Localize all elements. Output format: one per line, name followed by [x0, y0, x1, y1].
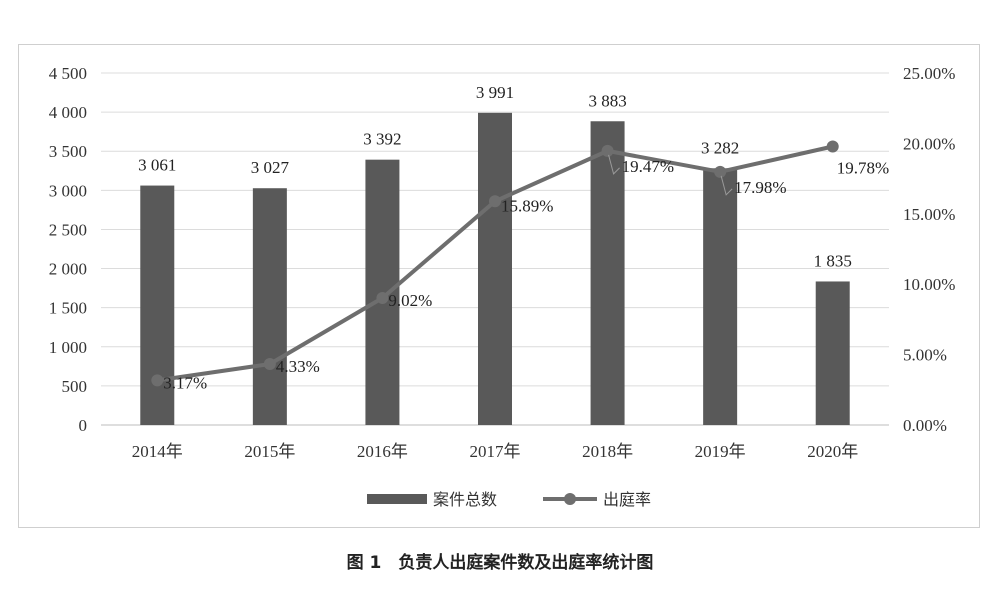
- line-data-label: 9.02%: [388, 291, 432, 310]
- bar-data-label: 3 027: [251, 158, 290, 177]
- bar-data-label: 3 282: [701, 138, 739, 157]
- right-axis-tick-label: 20.00%: [903, 134, 955, 153]
- x-axis-tick-label: 2017年: [470, 442, 521, 461]
- line-point: [601, 144, 614, 157]
- left-axis-tick-label: 2 000: [49, 260, 87, 279]
- left-axis-tick-label: 0: [79, 416, 88, 435]
- bar: [815, 281, 850, 425]
- legend-label-line: 出庭率: [603, 490, 651, 509]
- right-axis-tick-label: 25.00%: [903, 64, 955, 83]
- leader-line: [608, 154, 620, 175]
- line-point: [489, 195, 501, 208]
- bar: [590, 121, 625, 425]
- line-point: [714, 165, 727, 178]
- x-axis-tick-label: 2014年: [132, 442, 183, 461]
- left-axis-tick-label: 4 000: [49, 103, 87, 122]
- legend-swatch-bar: [367, 494, 427, 504]
- x-axis-tick-label: 2018年: [582, 442, 633, 461]
- line-data-label: 3.17%: [163, 373, 207, 392]
- line-data-label: 15.89%: [501, 196, 553, 215]
- x-axis-tick-label: 2020年: [807, 442, 858, 461]
- figure-caption: 图 1 负责人出庭案件数及出庭率统计图: [346, 553, 654, 573]
- left-axis-tick-label: 1 500: [49, 299, 87, 318]
- left-axis-tick-label: 4 500: [49, 64, 87, 83]
- line-point: [376, 291, 389, 304]
- bar-data-label: 3 392: [363, 130, 401, 149]
- left-axis-tick-label: 500: [62, 377, 88, 396]
- x-axis-tick-label: 2015年: [244, 442, 295, 461]
- leader-line: [720, 175, 733, 196]
- bar: [478, 112, 512, 425]
- chart-frame: 0 500 1 000 1 500 2 000 2 500 3 000 3 500 4 000 4…: [18, 44, 980, 528]
- line-data-label: 19.47%: [622, 157, 674, 176]
- line-data-label: 19.78%: [837, 158, 889, 177]
- bar-data-label: 3 991: [476, 83, 514, 102]
- combo-chart: 0 500 1 000 1 500 2 000 2 500 3 000 3 500 4 000 4…: [49, 64, 956, 509]
- bar-data-label: 1 835: [814, 251, 852, 270]
- line-point: [151, 374, 164, 387]
- right-axis-tick-label: 10.00%: [903, 275, 955, 294]
- left-axis-tick-label: 3 500: [49, 142, 87, 161]
- x-axis-tick-label: 2019年: [695, 442, 746, 461]
- right-axis-tick-label: 15.00%: [903, 205, 955, 224]
- line-data-label: 4.33%: [276, 357, 320, 376]
- right-axis-tick-label: 5.00%: [903, 346, 947, 365]
- line-point: [826, 140, 839, 153]
- left-axis-tick-label: 2 500: [49, 220, 87, 239]
- right-axis-tick-label: 0.00%: [903, 416, 947, 435]
- line-point: [263, 358, 276, 371]
- legend-label-bar: 案件总数: [433, 490, 497, 509]
- legend-swatch-marker: [564, 493, 576, 505]
- bar-data-label: 3 061: [138, 156, 176, 175]
- bar-data-label: 3 883: [588, 91, 626, 110]
- x-axis-tick-label: 2016年: [357, 442, 408, 461]
- bar: [703, 168, 738, 425]
- left-axis-tick-label: 3 000: [49, 181, 87, 200]
- line-data-label: 17.98%: [734, 178, 786, 197]
- bar: [252, 188, 287, 425]
- left-axis-tick-label: 1 000: [49, 338, 87, 357]
